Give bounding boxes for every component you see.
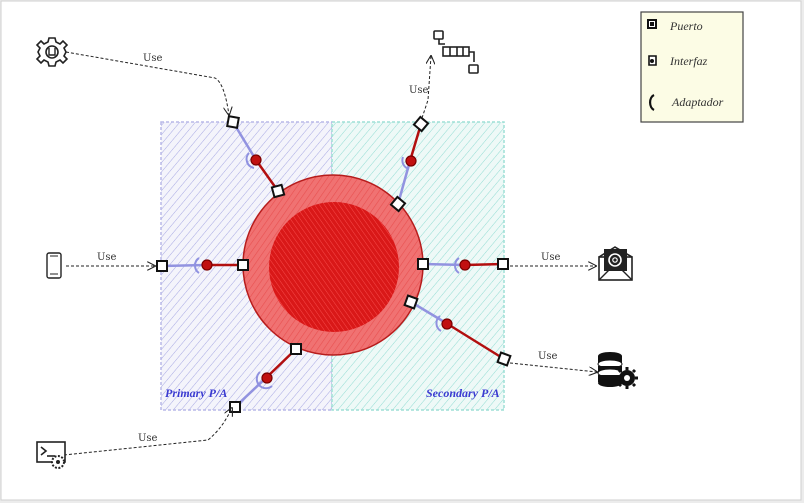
port-square xyxy=(290,343,302,355)
use-connectors xyxy=(63,51,597,456)
adapter-marker xyxy=(255,371,273,390)
application-core xyxy=(242,174,424,356)
use-connector xyxy=(63,408,232,456)
use-connector xyxy=(65,51,229,115)
port-square xyxy=(389,195,407,213)
port-square xyxy=(417,258,429,270)
port-square xyxy=(270,183,286,199)
adapter-marker xyxy=(435,315,453,332)
message-queue-icon xyxy=(433,30,479,74)
use-label: Use xyxy=(138,433,158,444)
use-label: Use xyxy=(538,351,558,362)
port-square xyxy=(403,294,419,310)
adapter-icon xyxy=(649,94,655,111)
interface-icon xyxy=(648,55,657,66)
primary-zone-label: Primary P/A xyxy=(165,386,227,400)
port-square xyxy=(229,401,241,413)
port-square xyxy=(226,115,240,129)
mobile-phone-icon xyxy=(46,252,62,279)
secondary-zone-label: Secondary P/A xyxy=(426,386,500,400)
adapter-marker xyxy=(401,155,417,170)
port-icon xyxy=(647,19,657,29)
legend: Puerto Interfaz Adaptador xyxy=(640,11,744,123)
port-square xyxy=(496,351,512,367)
legend-label: Interfaz xyxy=(669,54,708,68)
use-label: Use xyxy=(409,85,429,96)
use-label: Use xyxy=(97,252,117,263)
port-square xyxy=(237,259,249,271)
use-connector xyxy=(509,362,597,372)
use-label: Use xyxy=(541,252,561,263)
use-connector xyxy=(421,56,431,119)
adapters xyxy=(193,152,471,390)
legend-label: Puerto xyxy=(669,19,703,33)
legend-label: Adaptador xyxy=(671,95,724,109)
email-icon xyxy=(598,246,633,281)
terminal-gear-icon xyxy=(36,441,66,469)
use-label: Use xyxy=(143,53,163,64)
adapter-marker xyxy=(245,152,262,169)
database-gear-icon xyxy=(597,352,638,389)
port-square xyxy=(497,258,509,270)
settings-gear-icon xyxy=(35,37,69,67)
adapter-marker xyxy=(193,257,213,274)
port-square xyxy=(412,115,430,133)
adapter-marker xyxy=(453,257,471,274)
port-square xyxy=(156,260,168,272)
